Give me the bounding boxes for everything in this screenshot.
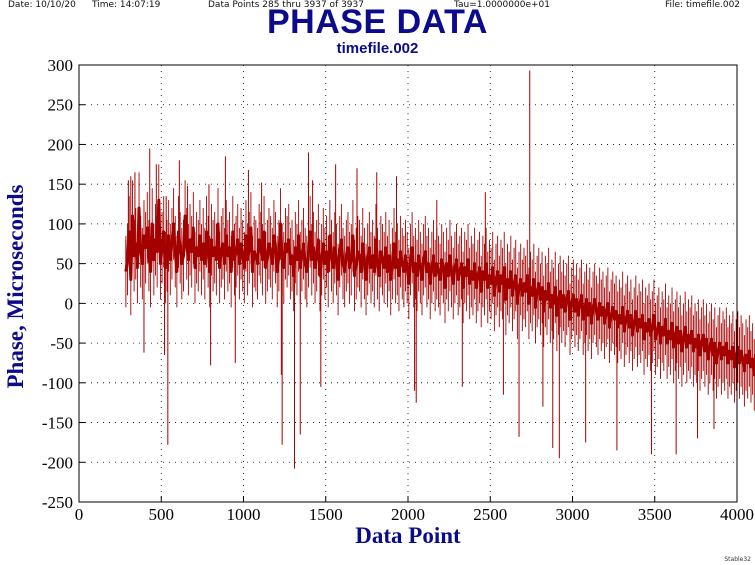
y-tick-label: 100: [48, 215, 74, 234]
y-tick-label: -250: [42, 493, 73, 512]
y-tick-label: -200: [42, 453, 73, 472]
grid-lines: [78, 64, 738, 503]
tick-labels: 0 500 1000 1500 2000 2500 3000 3500 4000-250-200…: [42, 56, 754, 524]
y-tick-label: -100: [42, 374, 73, 393]
x-tick-label: 2000: [391, 505, 425, 524]
y-tick-label: 250: [48, 96, 74, 115]
y-tick-label: 50: [56, 255, 73, 274]
software-footnote: Stable32: [724, 556, 751, 563]
x-tick-label: 3500: [638, 505, 672, 524]
x-axis-title: Data Point: [355, 523, 461, 548]
y-tick-label: 150: [48, 175, 74, 194]
phase-series: [124, 70, 755, 469]
y-tick-label: -150: [42, 414, 73, 433]
x-tick-label: 1500: [309, 505, 343, 524]
header-data-points: Data Points 285 thru 3937 of 3937: [208, 0, 364, 10]
y-tick-label: 200: [48, 135, 74, 154]
plot-frame: [78, 64, 738, 503]
x-tick-label: 4000: [720, 505, 754, 524]
x-tick-label: 3000: [556, 505, 590, 524]
x-tick-label: 0: [75, 505, 84, 524]
chart-subtitle: timefile.002: [336, 40, 419, 57]
header-file: File: timefile.002: [665, 0, 741, 10]
y-tick-label: 300: [48, 56, 74, 75]
header-tau: Tau=1.0000000e+01: [454, 0, 550, 10]
chart-title: PHASE DATA: [267, 3, 488, 41]
y-tick-label: -50: [50, 334, 73, 353]
y-tick-label: 0: [65, 294, 74, 313]
y-axis-title: Phase, Microseconds: [3, 184, 28, 388]
x-tick-label: 1000: [227, 505, 261, 524]
x-tick-label: 2500: [473, 505, 507, 524]
x-tick-label: 500: [149, 505, 175, 524]
header-time: Time: 14:07:19: [92, 0, 161, 10]
header-date: Date: 10/10/20: [8, 0, 76, 10]
